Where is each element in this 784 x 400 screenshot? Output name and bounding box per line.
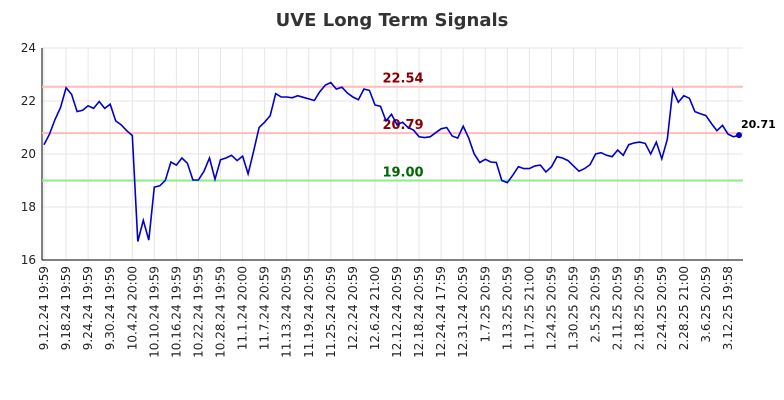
x-tick-label: 1.7.25 20:59 (478, 266, 492, 343)
x-tick-label: 9.18.24 19:59 (59, 266, 73, 350)
x-tick-label: 12.31.24 20:59 (456, 266, 470, 358)
x-tick-label: 12.6.24 21:00 (368, 266, 382, 350)
x-tick-label: 11.19.24 20:59 (302, 266, 316, 358)
x-tick-label: 2.24.25 20:59 (655, 266, 669, 350)
x-tick-label: 11.1.24 20:00 (236, 266, 250, 350)
x-tick-label: 12.18.24 20:59 (412, 266, 426, 358)
x-tick-label: 10.16.24 19:59 (169, 266, 183, 358)
y-tick-label: 22 (21, 94, 36, 108)
x-tick-label: 11.25.24 20:59 (324, 266, 338, 358)
level-label: 19.00 (382, 166, 423, 181)
level-label: 22.54 (382, 72, 423, 87)
last-price-label: 20.71 (741, 118, 776, 131)
x-tick-label: 2.28.25 21:00 (677, 266, 691, 350)
grid (42, 47, 743, 261)
x-tick-label: 10.10.24 19:59 (147, 266, 161, 358)
x-tick-label: 12.2.24 20:59 (346, 266, 360, 350)
x-tick-label: 3.6.25 20:59 (699, 266, 713, 343)
x-tick-label: 12.12.24 20:59 (390, 266, 404, 358)
x-tick-label: 3.12.25 19:58 (721, 266, 735, 350)
x-tick-label: 1.13.25 20:59 (500, 266, 514, 350)
y-tick-label: 18 (21, 200, 36, 214)
x-tick-label: 1.17.25 21:00 (522, 266, 536, 350)
x-tick-label: 1.30.25 20:59 (567, 266, 581, 350)
last-point-marker (736, 132, 742, 139)
x-tick-label: 10.22.24 19:59 (191, 266, 205, 358)
x-tick-label: 11.13.24 20:59 (280, 266, 294, 358)
y-axis: 16 18 20 22 24 (21, 41, 743, 267)
x-tick-label: 2.18.25 20:59 (633, 266, 647, 350)
x-tick-label: 12.24.24 17:59 (434, 266, 448, 358)
x-tick-label: 9.24.24 19:59 (81, 266, 95, 350)
x-axis: 9.12.24 19:59 9.18.24 19:59 9.24.24 19:59 9… (37, 266, 735, 358)
x-tick-label: 11.7.24 20:59 (258, 266, 272, 350)
chart-title: UVE Long Term Signals (276, 10, 509, 31)
x-tick-label: 9.12.24 19:59 (37, 266, 51, 350)
level-label: 20.79 (382, 118, 423, 133)
x-tick-label: 1.24.25 20:59 (544, 266, 558, 350)
x-tick-label: 2.11.25 20:59 (611, 266, 625, 350)
y-tick-label: 24 (21, 41, 36, 55)
price-line (43, 81, 740, 242)
y-tick-label: 16 (21, 253, 36, 267)
x-tick-label: 2.5.25 20:59 (589, 266, 603, 343)
x-tick-label: 9.30.24 19:59 (103, 266, 117, 350)
x-tick-label: 10.4.24 20:00 (125, 266, 139, 350)
x-tick-label: 10.28.24 19:59 (214, 266, 228, 358)
y-tick-label: 20 (21, 147, 36, 161)
